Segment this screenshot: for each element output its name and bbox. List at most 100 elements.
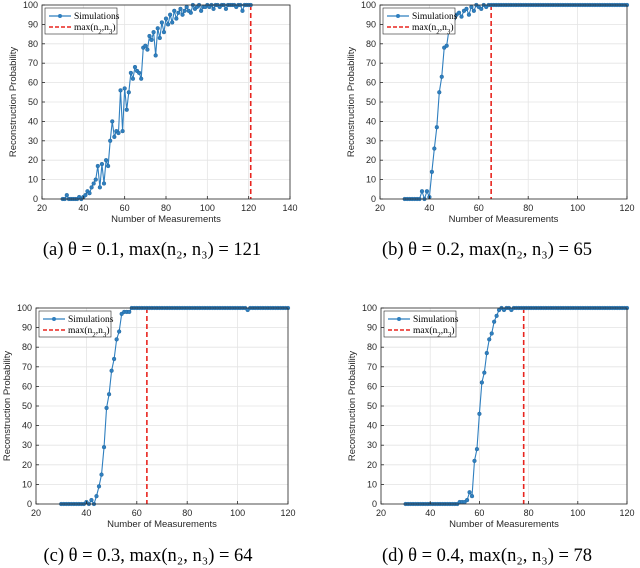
- x-tick-label: 100: [230, 508, 245, 518]
- data-point: [110, 119, 115, 124]
- x-tick-label: 140: [282, 203, 297, 213]
- y-tick-label: 70: [28, 58, 38, 68]
- chart-panel-c: 20 40 60 80 100 120 0 10 20 30 40 50 60 70 80 90 100 Numb…: [2, 303, 296, 566]
- x-tick-label: 120: [619, 203, 634, 213]
- y-tick-label: 0: [33, 194, 38, 204]
- y-tick-label: 20: [28, 155, 38, 165]
- data-point: [477, 411, 482, 416]
- x-axis-label: Number of Measurements: [449, 519, 559, 530]
- data-point: [424, 189, 430, 194]
- data-point: [472, 458, 477, 463]
- data-point: [155, 26, 160, 31]
- x-tick-label: 120: [280, 508, 295, 518]
- legend-entry-threshold: max(n2,n3): [412, 22, 454, 36]
- data-point: [456, 10, 462, 15]
- data-point: [153, 53, 158, 58]
- data-point: [184, 4, 189, 10]
- data-point: [127, 309, 132, 315]
- data-point: [161, 30, 167, 35]
- y-tick-label: 80: [367, 342, 377, 352]
- y-tick-label: 30: [28, 136, 38, 146]
- x-tick-label: 40: [78, 203, 88, 213]
- x-tick-label: 100: [570, 508, 585, 518]
- data-point: [466, 12, 472, 17]
- legend-entry-simulations: Simulations: [68, 315, 114, 325]
- data-point: [106, 392, 112, 397]
- x-axis-label: Number of Measurements: [107, 519, 217, 530]
- y-tick-label: 30: [366, 136, 376, 146]
- y-tick-label: 0: [27, 499, 32, 509]
- y-tick-label: 60: [22, 381, 32, 391]
- y-tick-label: 40: [22, 421, 32, 431]
- x-tick-label: 80: [182, 508, 192, 518]
- y-tick-label: 80: [22, 342, 32, 352]
- data-point: [429, 169, 434, 174]
- legend-series-marker: [397, 317, 401, 321]
- data-point: [114, 337, 119, 342]
- chart-panel-b: 20 40 60 80 100 120 0 10 20 30 40 50 60 70 80 90 100 Numb…: [346, 0, 635, 260]
- legend-box: [382, 7, 456, 35]
- data-point: [157, 35, 162, 41]
- y-axis-label: Reconstruction Probability: [346, 47, 357, 158]
- legend-series-marker: [58, 14, 62, 18]
- chart-panel-d: 20 40 60 80 100 120 0 10 20 30 40 50 60 70 80 90 100 Numb…: [347, 303, 635, 566]
- data-point: [464, 6, 469, 11]
- data-point: [120, 129, 125, 134]
- data-point: [437, 90, 442, 95]
- data-point: [112, 356, 117, 362]
- chart-panel-a: 20 40 60 80 100 120 1400102030405060708090100N…: [8, 0, 298, 260]
- data-point: [172, 8, 177, 13]
- x-tick-label: 100: [200, 203, 215, 213]
- data-point: [130, 76, 136, 81]
- x-tick-label: 60: [120, 203, 130, 213]
- data-point: [487, 337, 492, 342]
- y-tick-label: 30: [22, 440, 32, 450]
- x-tick-label: 40: [81, 508, 91, 518]
- data-point: [180, 12, 185, 17]
- y-tick-label: 80: [366, 39, 376, 49]
- x-axis-label: Number of Measurements: [111, 214, 221, 225]
- data-point: [112, 134, 117, 140]
- data-point: [170, 20, 175, 25]
- y-tick-label: 70: [366, 58, 376, 68]
- data-point: [103, 158, 109, 163]
- data-point: [492, 319, 497, 324]
- data-point: [479, 380, 484, 385]
- data-point: [139, 76, 144, 81]
- data-point: [83, 193, 88, 198]
- panel-caption: (a) θ = 0.1, max(n₂, n₃) = 121: [43, 240, 261, 260]
- data-point: [94, 494, 99, 499]
- data-point: [223, 6, 229, 11]
- legend-entry-simulations: Simulations: [412, 12, 458, 22]
- y-tick-label: 90: [366, 19, 376, 29]
- data-point: [211, 6, 216, 11]
- y-tick-label: 50: [366, 97, 376, 107]
- data-point: [432, 146, 437, 151]
- data-point: [124, 107, 129, 112]
- data-point: [439, 74, 444, 79]
- data-point: [159, 20, 164, 25]
- y-tick-label: 100: [361, 0, 376, 10]
- y-tick-label: 50: [367, 401, 377, 411]
- data-point: [469, 494, 475, 499]
- data-point: [137, 70, 142, 75]
- x-tick-label: 40: [425, 508, 435, 518]
- data-point: [168, 12, 173, 17]
- data-point: [174, 16, 179, 21]
- data-point: [434, 125, 439, 130]
- data-point: [87, 191, 92, 196]
- data-point: [91, 181, 96, 186]
- data-point: [494, 313, 499, 318]
- data-point: [471, 8, 476, 13]
- data-point: [93, 177, 98, 182]
- data-point: [99, 472, 104, 477]
- legend-entry-simulations: Simulations: [413, 315, 459, 325]
- x-tick-label: 60: [474, 508, 484, 518]
- x-tick-label: 100: [570, 203, 585, 213]
- y-tick-label: 90: [367, 323, 377, 333]
- y-tick-label: 40: [367, 421, 377, 431]
- data-point: [178, 6, 183, 11]
- data-point: [199, 8, 204, 13]
